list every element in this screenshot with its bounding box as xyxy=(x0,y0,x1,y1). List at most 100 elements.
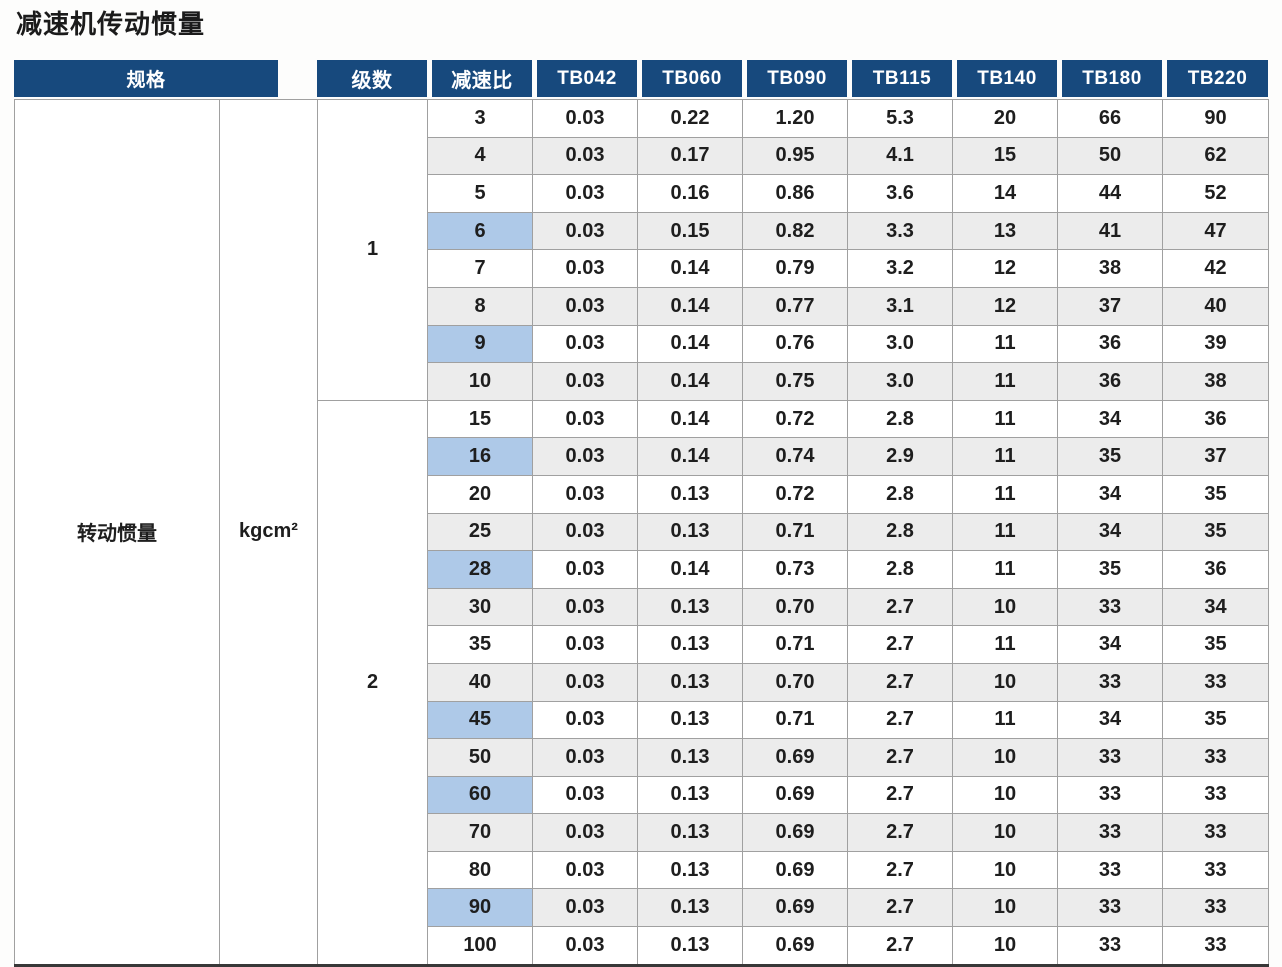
value-cell: 1.20 xyxy=(742,99,848,138)
value-cell: 2.7 xyxy=(847,700,953,740)
stage-cell: 1 xyxy=(317,99,428,401)
value-cell: 33 xyxy=(1057,850,1163,890)
header-model-tb042: TB042 xyxy=(537,60,637,97)
value-cell: 36 xyxy=(1162,550,1269,589)
value-cell: 0.03 xyxy=(532,136,638,176)
value-cell: 0.03 xyxy=(532,587,638,627)
ratio-cell: 100 xyxy=(427,926,533,966)
value-cell: 41 xyxy=(1057,211,1163,251)
value-cell: 34 xyxy=(1057,399,1163,439)
value-cell: 35 xyxy=(1162,512,1269,552)
value-cell: 34 xyxy=(1057,700,1163,740)
value-cell: 11 xyxy=(952,474,1058,514)
value-cell: 0.13 xyxy=(637,813,743,852)
ratio-cell: 4 xyxy=(427,136,533,176)
table-row: 10 0.03 0.14 0.75 3.0 11 36 38 xyxy=(15,362,1269,401)
value-cell: 0.69 xyxy=(742,813,848,852)
value-cell: 3.2 xyxy=(847,249,953,288)
value-cell: 33 xyxy=(1162,813,1269,852)
value-cell: 0.14 xyxy=(637,286,743,326)
value-cell: 11 xyxy=(952,437,1058,476)
ratio-cell: 25 xyxy=(427,512,533,552)
table-row: 45 0.03 0.13 0.71 2.7 11 34 35 xyxy=(15,700,1269,740)
table-row: 80 0.03 0.13 0.69 2.7 10 33 33 xyxy=(15,850,1269,890)
value-cell: 0.13 xyxy=(637,625,743,664)
ratio-cell: 60 xyxy=(427,775,533,815)
value-cell: 0.15 xyxy=(637,211,743,251)
value-cell: 5.3 xyxy=(847,99,953,138)
value-cell: 0.74 xyxy=(742,437,848,476)
value-cell: 0.13 xyxy=(637,738,743,777)
value-cell: 0.13 xyxy=(637,700,743,740)
header-model-tb115: TB115 xyxy=(852,60,952,97)
value-cell: 10 xyxy=(952,662,1058,702)
value-cell: 11 xyxy=(952,700,1058,740)
value-cell: 2.9 xyxy=(847,437,953,476)
value-cell: 11 xyxy=(952,625,1058,664)
value-cell: 2.7 xyxy=(847,850,953,890)
value-cell: 33 xyxy=(1162,926,1269,966)
table-row: 35 0.03 0.13 0.71 2.7 11 34 35 xyxy=(15,625,1269,664)
value-cell: 0.71 xyxy=(742,512,848,552)
value-cell: 3.6 xyxy=(847,174,953,213)
value-cell: 0.03 xyxy=(532,211,638,251)
value-cell: 0.14 xyxy=(637,437,743,476)
value-cell: 2.7 xyxy=(847,662,953,702)
value-cell: 33 xyxy=(1162,775,1269,815)
value-cell: 0.14 xyxy=(637,399,743,439)
value-cell: 0.75 xyxy=(742,362,848,401)
value-cell: 0.72 xyxy=(742,474,848,514)
value-cell: 10 xyxy=(952,926,1058,966)
value-cell: 0.79 xyxy=(742,249,848,288)
value-cell: 33 xyxy=(1162,662,1269,702)
stage-cell: 2 xyxy=(317,399,428,966)
ratio-cell: 10 xyxy=(427,362,533,401)
value-cell: 2.7 xyxy=(847,738,953,777)
value-cell: 35 xyxy=(1057,437,1163,476)
table-row: 8 0.03 0.14 0.77 3.1 12 37 40 xyxy=(15,286,1269,326)
value-cell: 0.71 xyxy=(742,625,848,664)
table-row: 90 0.03 0.13 0.69 2.7 10 33 33 xyxy=(15,888,1269,928)
value-cell: 0.03 xyxy=(532,474,638,514)
ratio-cell: 30 xyxy=(427,587,533,627)
value-cell: 11 xyxy=(952,362,1058,401)
value-cell: 35 xyxy=(1162,700,1269,740)
value-cell: 0.03 xyxy=(532,700,638,740)
value-cell: 44 xyxy=(1057,174,1163,213)
value-cell: 2.7 xyxy=(847,587,953,627)
value-cell: 0.03 xyxy=(532,174,638,213)
value-cell: 35 xyxy=(1162,625,1269,664)
ratio-cell: 20 xyxy=(427,474,533,514)
table-row: 25 0.03 0.13 0.71 2.8 11 34 35 xyxy=(15,512,1269,552)
value-cell: 0.77 xyxy=(742,286,848,326)
value-cell: 2.8 xyxy=(847,399,953,439)
ratio-cell: 9 xyxy=(427,324,533,364)
ratio-cell: 8 xyxy=(427,286,533,326)
value-cell: 0.03 xyxy=(532,888,638,928)
value-cell: 0.70 xyxy=(742,662,848,702)
value-cell: 10 xyxy=(952,775,1058,815)
ratio-cell: 45 xyxy=(427,700,533,740)
value-cell: 0.82 xyxy=(742,211,848,251)
value-cell: 3.0 xyxy=(847,324,953,364)
value-cell: 13 xyxy=(952,211,1058,251)
value-cell: 34 xyxy=(1057,474,1163,514)
value-cell: 15 xyxy=(952,136,1058,176)
value-cell: 37 xyxy=(1162,437,1269,476)
header-model-tb060: TB060 xyxy=(642,60,742,97)
value-cell: 0.14 xyxy=(637,249,743,288)
value-cell: 0.76 xyxy=(742,324,848,364)
value-cell: 0.13 xyxy=(637,888,743,928)
value-cell: 0.03 xyxy=(532,625,638,664)
value-cell: 0.17 xyxy=(637,136,743,176)
value-cell: 34 xyxy=(1057,512,1163,552)
table-row: 16 0.03 0.14 0.74 2.9 11 35 37 xyxy=(15,437,1269,476)
ratio-cell: 15 xyxy=(427,399,533,439)
value-cell: 0.71 xyxy=(742,700,848,740)
table-row: 60 0.03 0.13 0.69 2.7 10 33 33 xyxy=(15,775,1269,815)
value-cell: 0.03 xyxy=(532,813,638,852)
value-cell: 3.0 xyxy=(847,362,953,401)
value-cell: 10 xyxy=(952,888,1058,928)
value-cell: 0.22 xyxy=(637,99,743,138)
value-cell: 2.7 xyxy=(847,775,953,815)
